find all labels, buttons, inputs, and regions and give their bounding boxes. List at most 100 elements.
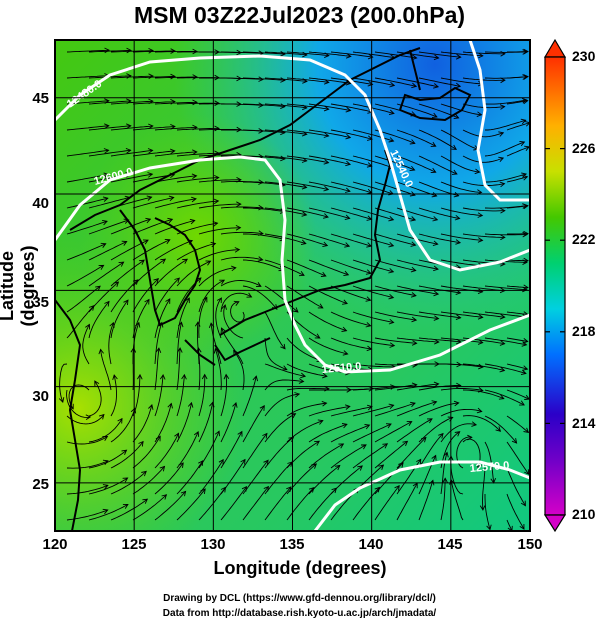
- x-tick-label: 135: [279, 536, 305, 553]
- streamline-arrowhead: [365, 269, 372, 275]
- streamline: [176, 127, 219, 131]
- streamline-arrowhead: [122, 477, 129, 483]
- streamline-arrowhead: [476, 111, 483, 118]
- streamline: [108, 322, 114, 365]
- streamline-arrowhead: [442, 477, 448, 483]
- streamline: [330, 51, 373, 58]
- streamline-arrowhead: [394, 484, 400, 491]
- streamline: [66, 49, 110, 53]
- streamline: [154, 76, 197, 79]
- streamline-arrowhead: [169, 148, 176, 155]
- streamline: [264, 379, 304, 391]
- colorbar-tick-label: 226: [572, 140, 596, 156]
- streamline: [308, 337, 348, 355]
- y-tick-label: 40: [32, 195, 49, 212]
- streamline: [88, 125, 131, 131]
- streamline-arrowhead: [213, 198, 220, 205]
- streamline: [330, 181, 372, 194]
- streamline-arrowhead: [426, 418, 433, 424]
- streamline: [440, 181, 482, 193]
- streamline-arrowhead: [411, 316, 418, 323]
- streamline-arrowhead: [500, 207, 506, 214]
- streamline: [506, 205, 528, 209]
- streamline: [374, 440, 408, 469]
- streamline-arrowhead: [137, 373, 143, 380]
- streamline-arrowhead: [410, 401, 416, 408]
- streamline: [308, 181, 351, 192]
- streamline-arrowhead: [478, 52, 484, 59]
- streamline-arrowhead: [164, 238, 171, 245]
- streamline: [198, 279, 225, 313]
- streamline: [440, 155, 480, 173]
- streamline: [154, 298, 171, 339]
- streamline: [286, 337, 322, 362]
- streamline-arrowhead: [142, 498, 149, 504]
- streamline-arrowhead: [221, 304, 227, 310]
- coastlines: [55, 47, 472, 531]
- streamline-arrowhead: [236, 126, 242, 133]
- streamline-arrowhead: [519, 140, 526, 147]
- streamline-arrowhead: [476, 463, 482, 470]
- streamline: [154, 101, 198, 105]
- y-tick-label: 45: [32, 90, 49, 107]
- streamline-arrowhead: [344, 242, 351, 248]
- streamline-arrowhead: [177, 321, 184, 328]
- streamline-arrowhead: [410, 292, 417, 298]
- streamline-arrowhead: [478, 363, 484, 370]
- streamline-arrowhead: [255, 282, 262, 288]
- streamline-arrowhead: [280, 103, 286, 110]
- streamline-arrowhead: [410, 241, 417, 247]
- streamline: [196, 322, 200, 365]
- streamline: [484, 363, 527, 374]
- streamline: [110, 149, 153, 157]
- streamline-arrowhead: [170, 48, 176, 54]
- streamline: [198, 129, 242, 131]
- streamline-arrowhead: [364, 424, 371, 430]
- streamline: [440, 423, 477, 443]
- streamline: [396, 437, 427, 469]
- streamline: [176, 152, 219, 157]
- streamline: [484, 311, 527, 318]
- streamline: [396, 482, 418, 521]
- streamline-arrowhead: [148, 403, 154, 410]
- streamline-arrowhead: [194, 321, 201, 327]
- streamline: [440, 337, 483, 344]
- streamline: [132, 150, 175, 157]
- streamline-arrowhead: [388, 215, 395, 222]
- streamline: [66, 125, 109, 131]
- streamline-arrowhead: [455, 289, 462, 296]
- streamline: [66, 305, 95, 339]
- streamline: [506, 363, 528, 370]
- streamline-arrowhead: [317, 419, 324, 425]
- streamline-arrowhead: [321, 400, 328, 407]
- streamline: [242, 51, 285, 55]
- streamline-arrowhead: [443, 451, 449, 458]
- streamline: [100, 349, 112, 391]
- streamline-arrowhead: [145, 217, 152, 224]
- streamline-arrowhead: [213, 347, 220, 354]
- streamline-arrowhead: [298, 271, 305, 277]
- streamline-arrowhead: [522, 98, 529, 105]
- streamline: [374, 421, 412, 443]
- streamline-arrowhead: [174, 277, 180, 284]
- streamline-arrowhead: [433, 54, 440, 61]
- streamline: [418, 129, 457, 150]
- streamline-arrowhead: [519, 400, 525, 406]
- streamline-arrowhead: [220, 327, 226, 334]
- streamline-arrowhead: [138, 440, 144, 447]
- streamline-arrowhead: [167, 402, 173, 409]
- streamline: [462, 207, 505, 212]
- streamline-arrowhead: [471, 421, 478, 427]
- streamline: [264, 155, 307, 162]
- streamline-arrowhead: [193, 431, 200, 437]
- streamline: [198, 227, 241, 235]
- streamline: [330, 444, 367, 469]
- streamline: [66, 484, 109, 495]
- streamline: [110, 471, 147, 495]
- streamline: [132, 466, 165, 495]
- streamline-arrowhead: [500, 77, 506, 84]
- streamline-arrowhead: [323, 105, 330, 112]
- streamline: [352, 103, 395, 114]
- streamline: [88, 196, 130, 209]
- streamline-arrowhead: [378, 464, 385, 470]
